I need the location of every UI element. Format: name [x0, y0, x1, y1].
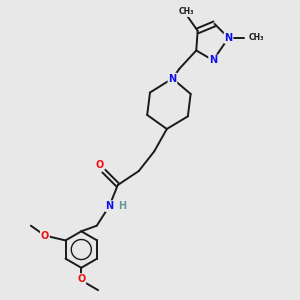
- Text: CH₃: CH₃: [249, 33, 265, 42]
- Text: O: O: [41, 230, 49, 241]
- Text: N: N: [105, 201, 113, 211]
- Text: N: N: [168, 74, 176, 83]
- Text: O: O: [77, 274, 86, 284]
- Text: CH₃: CH₃: [179, 7, 194, 16]
- Text: N: N: [224, 33, 232, 43]
- Text: H: H: [118, 201, 126, 211]
- Text: N: N: [209, 55, 217, 65]
- Text: O: O: [95, 160, 104, 170]
